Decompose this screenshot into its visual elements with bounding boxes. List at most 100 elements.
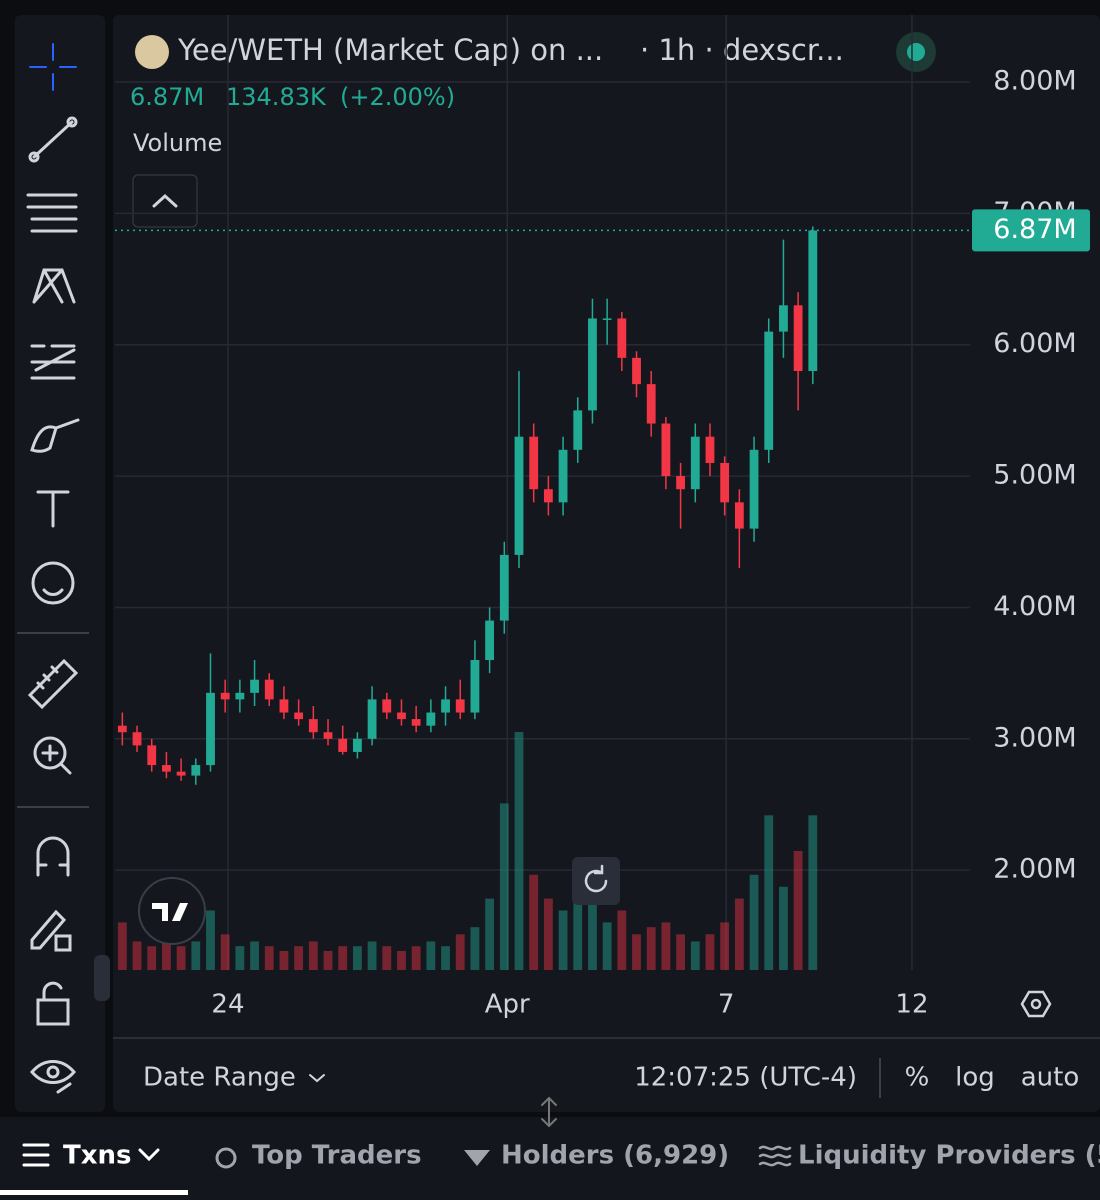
volume-bar bbox=[779, 886, 788, 970]
eye-icon[interactable] bbox=[30, 1060, 76, 1094]
candle-body bbox=[470, 659, 480, 713]
volume-bar bbox=[617, 910, 627, 970]
x-tick-label: 7 bbox=[718, 990, 735, 1020]
volume-bar bbox=[690, 941, 700, 970]
indicator: Volume bbox=[133, 129, 222, 157]
chevron-up bbox=[152, 193, 178, 208]
gem-icon bbox=[464, 1150, 490, 1166]
candle-body bbox=[279, 699, 289, 713]
candle-body bbox=[779, 305, 788, 332]
volume-bar bbox=[235, 946, 245, 970]
volume-bar bbox=[720, 922, 730, 970]
volume-bar bbox=[485, 898, 495, 970]
volume-bar bbox=[573, 862, 583, 970]
volume-bar bbox=[206, 910, 215, 970]
tab[interactable]: Liquidity Providers (5 bbox=[798, 1141, 1100, 1171]
pattern-icon[interactable] bbox=[32, 268, 76, 304]
eye-pupil bbox=[46, 1065, 60, 1079]
candle-body bbox=[426, 712, 436, 726]
emoji-icon[interactable] bbox=[31, 561, 75, 605]
lp-icon bbox=[758, 1145, 792, 1167]
candle-body bbox=[132, 732, 142, 746]
volume-bar bbox=[426, 941, 436, 970]
candle-body bbox=[382, 699, 392, 713]
volume-bar bbox=[162, 934, 171, 970]
candle-body bbox=[117, 725, 127, 733]
y-tick-label: 3.00M bbox=[993, 722, 1076, 753]
forecast-icon[interactable] bbox=[30, 344, 76, 380]
candle-body bbox=[397, 712, 406, 720]
candle-body bbox=[793, 305, 803, 371]
candle-body bbox=[485, 620, 495, 660]
volume-bar bbox=[338, 946, 348, 970]
lock-draw-icon[interactable] bbox=[30, 909, 72, 952]
candle-body bbox=[808, 230, 818, 371]
toolbar-icons[interactable] bbox=[17, 43, 110, 1094]
candle-body bbox=[352, 738, 362, 752]
tabs: Txns Top Traders Holders (6,929) Liquidity … bbox=[63, 1141, 1100, 1171]
last-price-label: 6.87M bbox=[993, 214, 1076, 245]
line-icon-dot bbox=[28, 151, 40, 163]
y-tick-label: 8.00M bbox=[993, 65, 1076, 96]
y-tick-label: 6.00M bbox=[993, 328, 1076, 359]
volume-bar bbox=[352, 946, 362, 970]
auto-toggle[interactable]: auto bbox=[1021, 1063, 1080, 1093]
magnet-icon[interactable] bbox=[36, 836, 70, 877]
tab[interactable]: Top Traders bbox=[252, 1141, 422, 1171]
candle-body bbox=[455, 699, 465, 713]
settings-icon[interactable] bbox=[1020, 990, 1052, 1018]
candle-body bbox=[441, 699, 450, 713]
volume-bar bbox=[514, 732, 524, 970]
tab[interactable]: Txns bbox=[63, 1141, 132, 1171]
volume-bar bbox=[250, 941, 259, 970]
y-tick-label: 4.00M bbox=[993, 591, 1076, 622]
candle-body bbox=[720, 462, 730, 503]
volume-bar bbox=[646, 927, 656, 970]
candle-body bbox=[499, 554, 509, 621]
candle-body bbox=[602, 318, 612, 320]
date-range[interactable]: Date Range bbox=[143, 1063, 296, 1093]
trophy-icon bbox=[215, 1147, 237, 1169]
volume-bar bbox=[661, 922, 671, 970]
volume-bar bbox=[602, 922, 612, 970]
line-icon-dot bbox=[66, 116, 78, 128]
volume-bar bbox=[441, 946, 450, 970]
fib-icon[interactable] bbox=[26, 193, 78, 233]
txns-icon bbox=[22, 1143, 50, 1167]
reset-icon bbox=[584, 864, 608, 893]
volume-bar bbox=[279, 950, 289, 970]
candle-body bbox=[646, 384, 656, 424]
reset-button[interactable] bbox=[572, 857, 620, 905]
collapse-handle[interactable] bbox=[94, 955, 110, 1001]
x-tick-label: Apr bbox=[485, 990, 530, 1020]
candle-body bbox=[367, 699, 377, 739]
price: 6.87M bbox=[130, 83, 204, 111]
ruler-icon[interactable] bbox=[27, 658, 79, 710]
volume-bar bbox=[632, 934, 641, 970]
text-icon[interactable] bbox=[36, 490, 70, 528]
candle-body bbox=[529, 436, 539, 490]
candle-body bbox=[764, 331, 774, 450]
x-tick-label: 12 bbox=[895, 990, 928, 1020]
resize-handle[interactable] bbox=[541, 1096, 557, 1128]
txns-chevron bbox=[138, 1148, 160, 1162]
candle-body bbox=[308, 719, 318, 733]
unlock-icon[interactable] bbox=[36, 981, 70, 1026]
line-icon[interactable] bbox=[32, 120, 74, 159]
volume-bar bbox=[455, 934, 465, 970]
brush-icon[interactable] bbox=[30, 418, 80, 453]
candle-body bbox=[558, 449, 568, 503]
collapse-button[interactable] bbox=[132, 174, 198, 228]
tab[interactable]: Holders (6,929) bbox=[501, 1141, 729, 1171]
chart-title: Yee/WETH (Market Cap) on ... bbox=[177, 33, 603, 67]
crosshair-icon[interactable] bbox=[29, 43, 77, 91]
zoom-icon[interactable] bbox=[33, 736, 67, 770]
tv-logo[interactable] bbox=[138, 877, 206, 945]
interval: · 1h · dexscr... bbox=[640, 33, 844, 67]
percent-toggle[interactable]: % bbox=[905, 1063, 930, 1093]
tab-bar bbox=[0, 1117, 1100, 1200]
log-toggle[interactable]: log bbox=[955, 1063, 995, 1093]
volume-bar bbox=[220, 934, 230, 970]
volume-bar bbox=[543, 898, 553, 970]
volume-bar bbox=[117, 922, 127, 970]
